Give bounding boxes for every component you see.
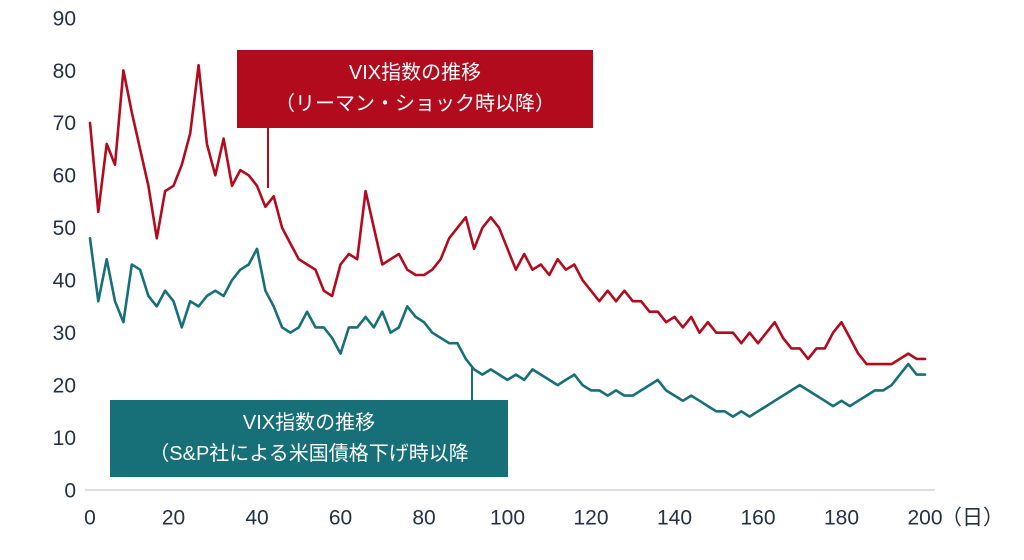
x-tick-label: 200 <box>907 506 942 529</box>
y-tick-label: 60 <box>53 165 76 188</box>
x-tick-label: 60 <box>329 506 352 529</box>
x-tick-label: 20 <box>162 506 185 529</box>
y-tick-label: 20 <box>53 374 76 397</box>
x-tick-label: 160 <box>740 506 775 529</box>
annotation-lehman-line2: （リーマン・ショック時以降） <box>275 93 555 115</box>
x-tick-label: 80 <box>412 506 435 529</box>
x-tick-label: 140 <box>657 506 692 529</box>
x-tick-label: 120 <box>573 506 608 529</box>
series-line-sp <box>88 237 927 418</box>
y-tick-label: 70 <box>53 112 76 135</box>
annotation-sp: VIX指数の推移 （S&P社による米国債格下げ時以降 <box>110 400 508 477</box>
annotation-lehman: VIX指数の推移 （リーマン・ショック時以降） <box>237 50 593 128</box>
y-tick-label: 10 <box>53 427 76 450</box>
y-tick-label: 50 <box>53 217 76 240</box>
y-tick-label: 30 <box>53 322 76 345</box>
x-axis-unit-label: （日） <box>941 506 1004 529</box>
x-tick-label: 180 <box>824 506 859 529</box>
x-tick-label: 100 <box>490 506 525 529</box>
y-tick-label: 90 <box>53 7 76 30</box>
y-tick-label: 40 <box>53 270 76 293</box>
y-tick-label: 0 <box>64 479 76 502</box>
series-line-lehman <box>88 63 927 366</box>
y-tick-label: 80 <box>53 60 76 83</box>
x-tick-label: 40 <box>245 506 268 529</box>
x-tick-label: 0 <box>84 506 96 529</box>
annotation-lehman-line1: VIX指数の推移 <box>348 62 482 84</box>
annotation-sp-line2: （S&P社による米国債格下げ時以降 <box>149 442 469 465</box>
annotation-sp-line1: VIX指数の推移 <box>242 411 376 434</box>
